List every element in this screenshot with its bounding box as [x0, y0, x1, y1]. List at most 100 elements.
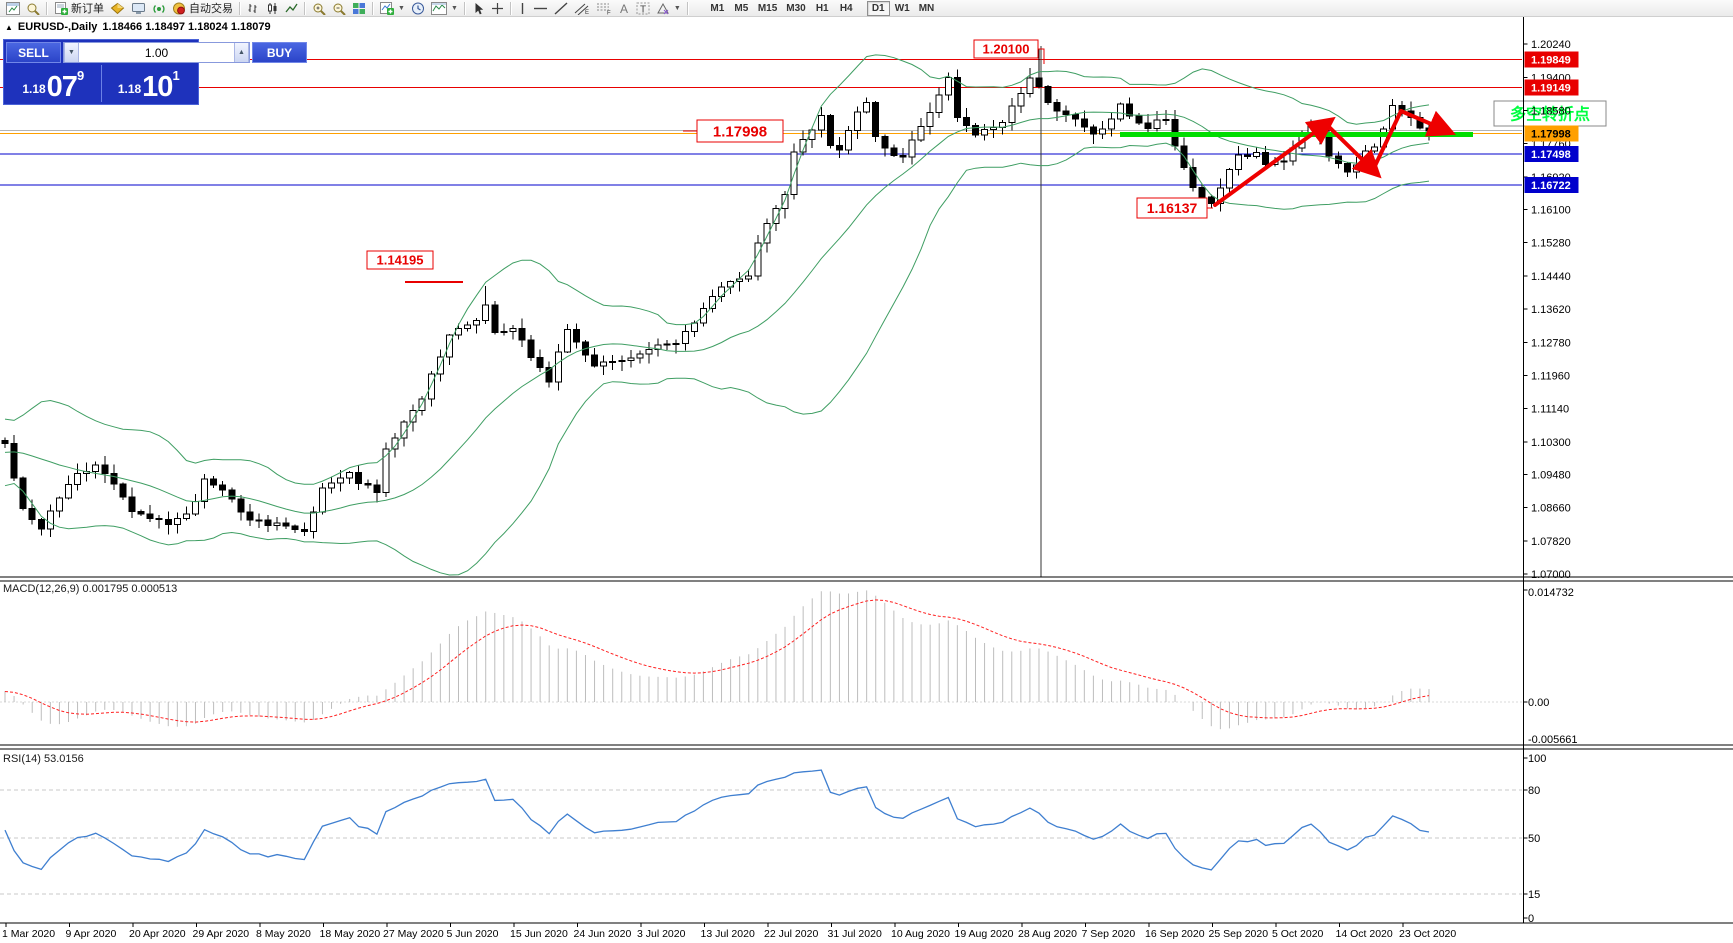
timeframe-m1[interactable]: M1: [706, 1, 729, 16]
tile-windows-button[interactable]: [349, 1, 369, 16]
symbol-ohlc: 1.18466 1.18497 1.18024 1.18079: [102, 21, 271, 33]
timeframe-mn[interactable]: MN: [915, 1, 939, 16]
periods-clock-button[interactable]: [408, 1, 428, 16]
timeframe-h1[interactable]: H1: [811, 1, 834, 16]
toolbar: 新订单 自动交易 ▼ ▼ E F A T ▼ M1 M5 M15 M30 H1 H4 D1 W…: [0, 0, 1733, 17]
date-label: 7 Sep 2020: [1082, 928, 1136, 940]
buy-price[interactable]: 1.18 10 1: [102, 65, 197, 102]
date-label: 9 Apr 2020: [66, 928, 117, 940]
svg-text:0: 0: [1528, 913, 1534, 925]
shapes-tool-button[interactable]: ▼: [653, 1, 684, 16]
bar-chart-type-button[interactable]: [244, 1, 263, 16]
price-badge: [1524, 176, 1579, 193]
crosshair-tool-button[interactable]: [488, 1, 507, 16]
date-label: 24 Jun 2020: [574, 928, 632, 940]
svg-text:1.18580: 1.18580: [1531, 105, 1571, 117]
svg-text:1.15280: 1.15280: [1531, 238, 1571, 250]
vertical-line-tool-button[interactable]: [515, 1, 530, 16]
price-annotation: 1.14195: [366, 250, 463, 283]
indicators-add-button[interactable]: ▼: [377, 1, 408, 16]
timeframe-d1[interactable]: D1: [866, 0, 890, 16]
zoom-in-button[interactable]: [309, 1, 329, 16]
timeframe-m5[interactable]: M5: [730, 1, 753, 16]
svg-text:0.00: 0.00: [1528, 697, 1549, 709]
trend-arrow: [1213, 116, 1336, 207]
toolbar-separator: [686, 1, 689, 15]
profiles-button[interactable]: [23, 1, 43, 16]
date-label: 25 Sep 2020: [1209, 928, 1269, 940]
price-badge: [1524, 79, 1579, 96]
line-chart-type-button[interactable]: [282, 1, 301, 16]
price-annotation: 1.17998: [683, 119, 784, 143]
svg-text:1.16100: 1.16100: [1531, 205, 1571, 217]
svg-text:1.20100: 1.20100: [983, 42, 1030, 57]
dropdown-icon: ▼: [673, 4, 681, 12]
candle-chart-type-button[interactable]: [263, 1, 282, 16]
date-label: 10 Aug 2020: [891, 928, 950, 940]
volume-input[interactable]: [79, 43, 234, 62]
fibonacci-tool-button[interactable]: F: [593, 1, 615, 16]
volume-decrease-button[interactable]: ▼: [64, 43, 79, 62]
date-label: 18 May 2020: [320, 928, 381, 940]
sell-price-big: 07: [46, 71, 78, 104]
sell-price-small: 1.18: [22, 82, 46, 96]
new-order-button[interactable]: 新订单: [51, 1, 107, 16]
timeframe-m15[interactable]: M15: [754, 1, 781, 16]
one-click-trading-panel: SELL ▼ ▲ BUY 1.18 07 9 1.18 10 1: [3, 39, 307, 105]
sell-price-pip: 9: [76, 68, 85, 83]
svg-text:-0.005661: -0.005661: [1528, 734, 1578, 746]
svg-text:50: 50: [1528, 833, 1540, 845]
timeframe-m30[interactable]: M30: [782, 1, 809, 16]
cursor-tool-button[interactable]: [469, 1, 488, 16]
autotrading-label: 自动交易: [189, 3, 233, 15]
timeframe-w1[interactable]: W1: [891, 1, 914, 16]
zoom-out-button[interactable]: [329, 1, 349, 16]
terminal-icon[interactable]: [128, 1, 149, 16]
buy-button[interactable]: BUY: [252, 42, 307, 63]
svg-text:1.16722: 1.16722: [1531, 180, 1571, 192]
new-chart-button[interactable]: [3, 1, 23, 16]
trendline-tool-button[interactable]: [551, 1, 571, 16]
svg-text:1.14195: 1.14195: [377, 253, 424, 268]
trend-arrow: [1371, 109, 1403, 172]
date-label: 5 Oct 2020: [1272, 928, 1324, 940]
styles-icon[interactable]: [107, 1, 128, 16]
horizontal-line-tool-button[interactable]: [530, 1, 551, 16]
chart-symbol-line: ▲ EURUSD-,Daily 1.18466 1.18497 1.18024 …: [5, 21, 271, 33]
toolbar-separator: [239, 1, 241, 15]
svg-text:100: 100: [1528, 753, 1546, 765]
timeframe-h4[interactable]: H4: [835, 1, 858, 16]
svg-text:1.07000: 1.07000: [1531, 569, 1571, 581]
svg-text:80: 80: [1528, 785, 1540, 797]
new-order-label: 新订单: [71, 3, 104, 15]
autotrading-button[interactable]: 自动交易: [169, 1, 236, 16]
sell-button[interactable]: SELL: [6, 42, 61, 63]
date-label: 14 Oct 2020: [1336, 928, 1393, 940]
date-label: 19 Aug 2020: [955, 928, 1014, 940]
text-label-tool-button[interactable]: T: [633, 1, 653, 16]
signals-icon[interactable]: [149, 1, 169, 16]
date-label: 3 Jul 2020: [637, 928, 686, 940]
sell-price[interactable]: 1.18 07 9: [6, 65, 102, 102]
svg-text:多空转折点: 多空转折点: [1510, 105, 1590, 124]
svg-text:1.12780: 1.12780: [1531, 338, 1571, 350]
svg-text:E: E: [585, 10, 589, 15]
timeframe-bar: M1 M5 M15 M30 H1 H4 D1 W1 MN: [706, 0, 939, 16]
svg-text:1.08660: 1.08660: [1531, 503, 1571, 515]
macd-label: MACD(12,26,9) 0.001795 0.000513: [3, 583, 177, 595]
templates-button[interactable]: ▼: [428, 1, 461, 16]
volume-increase-button[interactable]: ▲: [234, 43, 249, 62]
pivot-level-bar: [1120, 132, 1473, 137]
toolbar-separator: [463, 1, 466, 15]
date-label: 8 May 2020: [256, 928, 311, 940]
svg-text:1.17998: 1.17998: [713, 123, 767, 140]
svg-text:1.17498: 1.17498: [1531, 149, 1571, 161]
date-label: 16 Sep 2020: [1145, 928, 1205, 940]
equidistant-channel-tool-button[interactable]: E: [571, 1, 593, 16]
toolbar-separator: [372, 1, 374, 15]
text-tool-button[interactable]: A: [615, 1, 633, 16]
buy-price-pip: 1: [172, 68, 180, 83]
date-label: 5 Jun 2020: [447, 928, 499, 940]
